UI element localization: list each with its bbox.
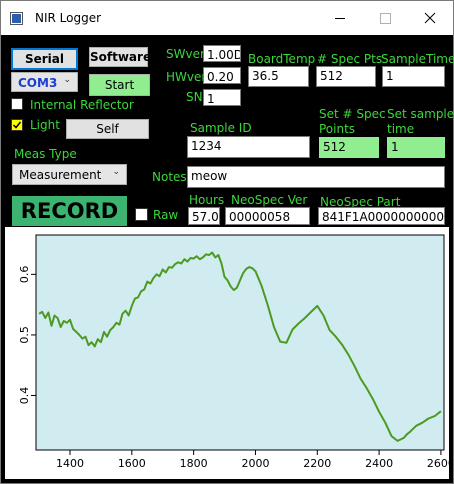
- hours-field: 57.0: [188, 207, 220, 225]
- x-tick-label: 2200: [303, 457, 331, 470]
- title-bar: NIR Logger: [1, 1, 453, 35]
- minimize-button[interactable]: [317, 1, 363, 35]
- swver-label: SWver: [166, 47, 205, 61]
- app-icon: [10, 12, 23, 25]
- y-tick-label: 0.5: [18, 326, 31, 344]
- board-temp-field: 36.5: [248, 66, 309, 87]
- hwver-label: HWver: [166, 70, 207, 84]
- neospec-ver-field: 00000058: [225, 207, 310, 225]
- sn-field: 1: [203, 89, 241, 106]
- set-spec-points-label-2: Points: [319, 122, 356, 136]
- neospec-part-label: NeoSpec Part: [320, 195, 401, 209]
- y-tick-label: 0.4: [18, 387, 31, 405]
- neospec-ver-label: NeoSpec Ver: [231, 193, 308, 207]
- set-sample-time-label-2: time: [387, 122, 415, 136]
- internal-reflector-label: Internal Reflector: [30, 98, 134, 112]
- light-label: Light: [30, 118, 60, 132]
- notes-label: Notes: [152, 170, 187, 184]
- spectrum-line: [38, 251, 442, 442]
- spec-pts-field: 512: [316, 66, 376, 87]
- x-tick-label: 1800: [180, 457, 208, 470]
- close-icon: [424, 12, 436, 24]
- y-tick-label: 0.6: [18, 266, 31, 284]
- window-title: NIR Logger: [35, 11, 102, 25]
- meas-type-select[interactable]: Measurement ⌄: [12, 164, 127, 185]
- serial-button[interactable]: Serial: [11, 48, 78, 70]
- main-panel: Serial Software SWver 1.00D BoardTemp # …: [1, 35, 454, 483]
- software-button[interactable]: Software: [89, 47, 151, 67]
- x-tick-label: 1600: [118, 457, 146, 470]
- internal-reflector-checkbox[interactable]: [11, 98, 23, 110]
- board-temp-label: BoardTemp: [248, 52, 316, 66]
- record-button[interactable]: RECORD: [12, 196, 127, 226]
- com-port-select[interactable]: COM3 ⌄: [11, 72, 78, 92]
- sample-time-label: SampleTime: [381, 52, 454, 66]
- notes-field[interactable]: meow: [187, 166, 445, 188]
- set-sample-time-label-1: Set sample: [387, 107, 454, 121]
- maximize-icon: [380, 13, 391, 24]
- sample-time-field: 1: [382, 66, 445, 87]
- plot-area: [35, 234, 445, 451]
- swver-field: 1.00D: [203, 45, 241, 62]
- close-button[interactable]: [407, 1, 453, 35]
- hwver-field: 0.20: [203, 67, 241, 84]
- hours-label: Hours: [189, 193, 225, 207]
- meas-type-label: Meas Type: [14, 147, 77, 161]
- x-tick-label: 2000: [241, 457, 269, 470]
- set-spec-points-field[interactable]: 512: [319, 137, 379, 158]
- raw-label: Raw: [153, 208, 179, 222]
- com-port-value: COM3: [18, 76, 58, 90]
- x-tick-label: 2400: [365, 457, 393, 470]
- spec-pts-label: # Spec Pts: [317, 52, 383, 66]
- minimize-icon: [335, 18, 345, 19]
- set-sample-time-field[interactable]: 1: [387, 137, 445, 158]
- meas-type-value: Measurement: [19, 168, 102, 182]
- light-checkbox[interactable]: [11, 119, 23, 131]
- x-tick-label: 1400: [56, 457, 84, 470]
- chevron-down-icon: ⌄: [112, 167, 120, 177]
- sample-id-field[interactable]: 1234: [187, 136, 310, 158]
- checkmark-icon: [12, 121, 22, 129]
- chevron-down-icon: ⌄: [63, 75, 71, 85]
- sn-label: SN: [186, 90, 203, 104]
- self-correction-button[interactable]: Self Correction: [66, 119, 149, 154]
- set-spec-points-label-1: Set # Spec: [319, 107, 386, 121]
- maximize-button[interactable]: [363, 1, 409, 35]
- start-meas-button[interactable]: Start Meas: [89, 74, 150, 112]
- raw-checkbox[interactable]: [135, 208, 148, 221]
- neospec-part-field: 841F1A0000000000: [318, 207, 445, 225]
- sample-id-label: Sample ID: [190, 121, 252, 135]
